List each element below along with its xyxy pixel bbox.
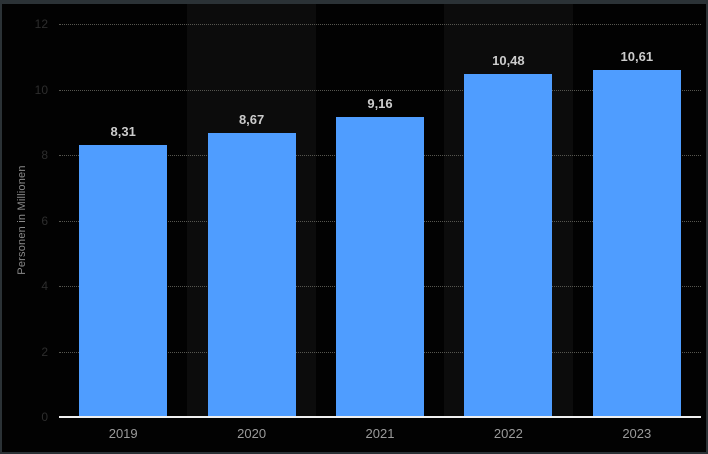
y-tick-label: 2 [41,344,48,359]
y-tick-label: 6 [41,213,48,228]
x-axis-line [59,416,701,418]
bar-value-label: 10,61 [620,48,654,64]
gridline [59,24,701,25]
y-tick-label: 12 [34,17,48,31]
x-tick-label: 2019 [108,426,138,441]
x-tick-label: 2022 [493,426,523,441]
bar-value-label: 9,16 [367,96,393,111]
bar-value-label: 8,31 [110,123,136,139]
chart-area: Personen in Millionen 0 2 4 6 8 10 12 8,31 2019 8… [2,4,706,452]
x-tick-label: 2021 [365,426,395,441]
bar [464,73,553,417]
x-tick-label: 2020 [237,426,267,441]
bar [207,133,296,417]
bar-value-label: 8,67 [238,112,265,128]
bar [79,144,168,417]
y-tick-label: 0 [41,410,48,424]
y-tick-label: 8 [41,148,48,162]
y-tick-label: 4 [41,279,48,293]
gridline [59,89,701,91]
bar [336,117,424,417]
x-tick-label: 2023 [622,426,652,441]
y-tick-label: 10 [34,82,48,97]
bar-value-label: 10,48 [492,52,525,68]
bar [592,69,681,417]
